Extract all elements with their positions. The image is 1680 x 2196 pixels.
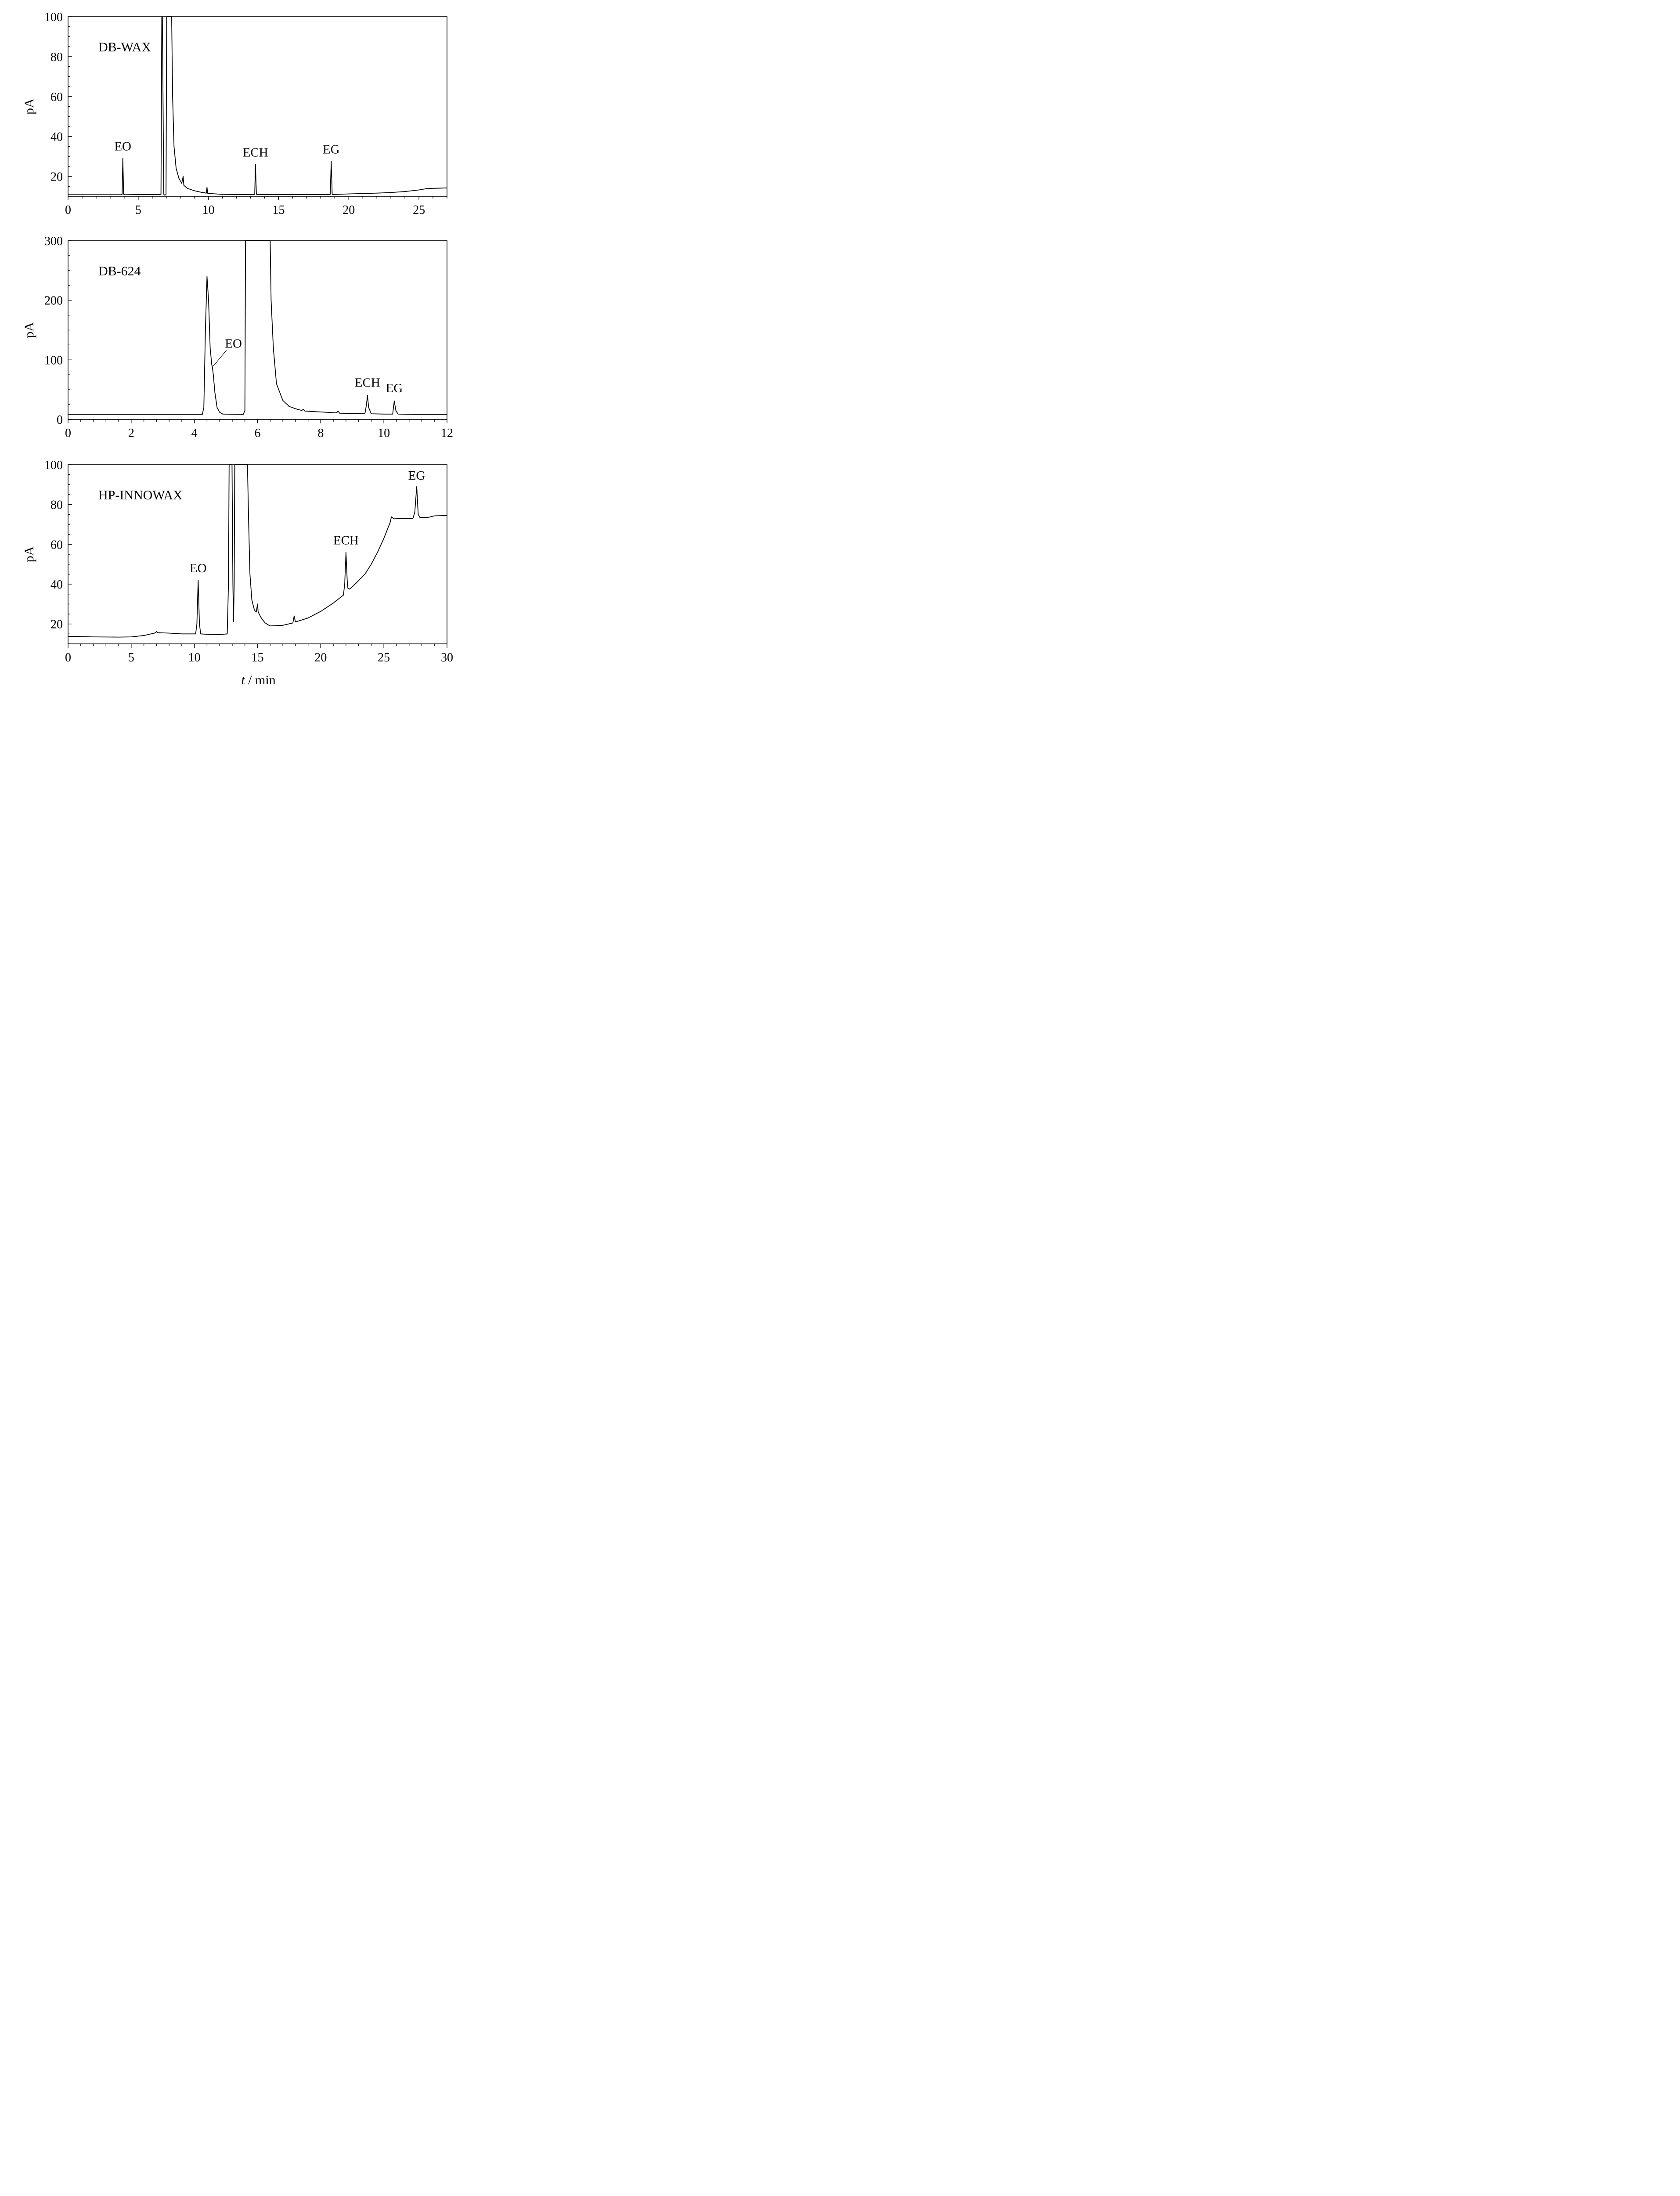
peak-label-eo: EO [114,140,131,154]
y-tick-label: 100 [44,354,63,367]
column-label: DB-624 [98,264,141,278]
y-tick-label: 40 [50,130,63,144]
y-tick-label: 100 [44,459,63,472]
x-tick-label: 2 [128,426,134,440]
peak-label-eg: EG [323,142,340,156]
x-axis-label: t / min [241,673,275,687]
y-axis-label: pA [22,546,36,562]
series-line [68,16,447,196]
peak-label-ech: ECH [333,533,359,547]
x-tick-label: 10 [202,203,215,217]
y-tick-label: 200 [44,294,63,308]
x-tick-label: 8 [317,426,324,440]
x-tick-label: 15 [272,203,285,217]
x-tick-label: 5 [128,651,134,665]
x-tick-label: 10 [188,651,201,665]
chart-panel-2: 0 2 4 6 8 10 12 0 100 200 300 pA DB-624 EO ECH EG [22,235,453,440]
x-tick-label: 20 [342,203,355,217]
x-tick-label: 10 [378,426,390,440]
x-tick-label: 15 [252,651,264,665]
x-tick-label: 12 [441,426,453,440]
x-tick-label: 4 [191,426,198,440]
peak-label-eo: EO [225,337,242,351]
x-tick-label: 0 [65,426,71,440]
y-axis-label: pA [22,98,36,115]
peak-label-eo: EO [190,561,207,575]
annotation-leader-line [213,350,227,366]
x-tick-label: 20 [314,651,327,665]
peak-label-ech: ECH [355,376,380,390]
series-line [68,464,447,638]
chart-panel-3: 0 5 10 15 20 25 30 20 40 60 80 100 pA t / min HP-INNOW… [22,459,453,687]
x-tick-label: 25 [378,651,390,665]
y-tick-label: 300 [44,235,63,248]
column-label: HP-INNOWAX [98,488,183,502]
column-label: DB-WAX [98,40,151,54]
x-tick-label: 5 [135,203,141,217]
y-tick-label: 60 [50,538,63,552]
x-tick-label: 25 [413,203,425,217]
x-tick-label: 6 [255,426,261,440]
y-tick-label: 40 [50,578,63,592]
peak-label-ech: ECH [243,145,268,159]
y-tick-label: 80 [50,51,63,64]
y-tick-label: 80 [50,498,63,512]
y-tick-label: 100 [44,11,63,24]
chart-panel-1: 0 5 10 15 20 25 20 40 60 80 100 pA DB-WAX EO ECH EG [22,11,447,217]
y-tick-label: 20 [50,170,63,184]
x-tick-label: 0 [65,651,71,665]
y-tick-label: 20 [50,618,63,632]
x-tick-label: 30 [441,651,453,665]
peak-label-eg: EG [386,381,403,395]
y-tick-label: 0 [57,413,63,427]
peak-label-eg: EG [408,469,425,483]
series-line [68,240,447,415]
y-axis-label: pA [22,322,36,338]
y-tick-label: 60 [50,90,63,104]
x-tick-label: 0 [65,203,71,217]
